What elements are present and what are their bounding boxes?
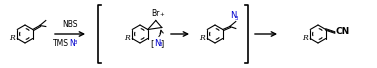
Text: 3: 3 (158, 42, 162, 47)
Text: 3: 3 (74, 40, 77, 45)
Text: ]: ] (160, 39, 164, 48)
Text: R: R (199, 34, 205, 42)
FancyArrowPatch shape (159, 30, 163, 37)
Text: N: N (230, 11, 236, 20)
Text: TMS: TMS (53, 39, 69, 48)
Text: N: N (154, 39, 160, 48)
Text: NBS: NBS (62, 20, 78, 29)
Text: R: R (124, 34, 130, 42)
Text: R: R (302, 34, 308, 42)
Text: 3: 3 (234, 17, 238, 21)
Text: Br: Br (152, 10, 160, 18)
Text: [: [ (150, 39, 154, 48)
Text: CN: CN (336, 27, 350, 37)
Text: +: + (160, 11, 164, 17)
Text: R: R (9, 34, 15, 42)
Text: N: N (69, 39, 75, 48)
